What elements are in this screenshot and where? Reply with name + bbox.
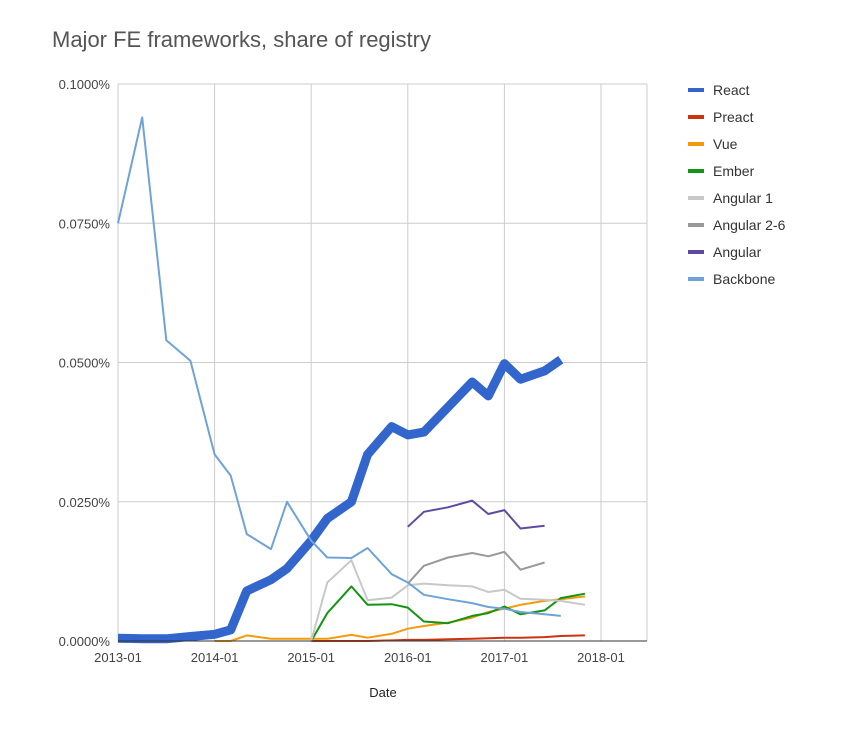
series-lines [117, 116, 586, 644]
legend-item: React [688, 76, 785, 103]
legend-item: Angular 2-6 [688, 211, 785, 238]
axes: 0.0000% 0.0250% 0.0500% 0.0750% 0.1000% 2013-… [59, 77, 647, 665]
x-axis-title: Date [369, 685, 396, 700]
legend-item: Backbone [688, 265, 785, 292]
legend-item: Ember [688, 157, 785, 184]
series-line-angular-2-6 [407, 550, 545, 585]
y-tick-label: 0.0750% [59, 216, 111, 231]
legend-item: Angular [688, 238, 785, 265]
legend-swatch [688, 222, 704, 227]
legend-label: Angular 2-6 [713, 216, 786, 233]
y-tick-label: 0.1000% [59, 77, 111, 92]
legend-label: Vue [713, 135, 738, 152]
legend-item: Preact [688, 103, 785, 130]
legend-swatch [688, 249, 704, 254]
legend-label: React [713, 81, 750, 98]
series-line-vue [214, 595, 586, 642]
series-line-backbone [117, 116, 561, 617]
y-tick-label: 0.0000% [59, 634, 111, 649]
legend-item: Angular 1 [688, 184, 785, 211]
series-line-angular-1 [310, 559, 586, 642]
chart-title: Major FE frameworks, share of registry [52, 27, 431, 52]
legend-label: Angular 1 [713, 189, 773, 206]
legend: React Preact Vue Ember Angular 1 Angular 2-6 A… [688, 76, 785, 292]
legend-label: Backbone [713, 270, 776, 287]
legend-item: Vue [688, 130, 785, 157]
y-tick-label: 0.0250% [59, 495, 111, 510]
legend-label: Preact [713, 108, 754, 125]
series-line-ember [310, 585, 586, 642]
x-tick-label: 2017-01 [481, 650, 529, 665]
legend-swatch [688, 195, 704, 200]
x-tick-label: 2015-01 [287, 650, 335, 665]
legend-swatch [688, 114, 704, 119]
legend-label: Angular [713, 243, 762, 260]
series-line-preact [311, 634, 585, 642]
series-line-angular [407, 499, 545, 530]
x-tick-label: 2016-01 [384, 650, 432, 665]
legend-swatch [688, 168, 704, 173]
y-tick-label: 0.0500% [59, 356, 111, 371]
legend-swatch [688, 87, 704, 92]
x-tick-label: 2018-01 [577, 650, 625, 665]
x-tick-label: 2014-01 [191, 650, 239, 665]
series-line-react [117, 355, 564, 644]
grid [117, 83, 648, 641]
legend-label: Ember [713, 162, 755, 179]
x-tick-label: 2013-01 [94, 650, 142, 665]
legend-swatch [688, 141, 704, 146]
legend-swatch [688, 276, 704, 281]
